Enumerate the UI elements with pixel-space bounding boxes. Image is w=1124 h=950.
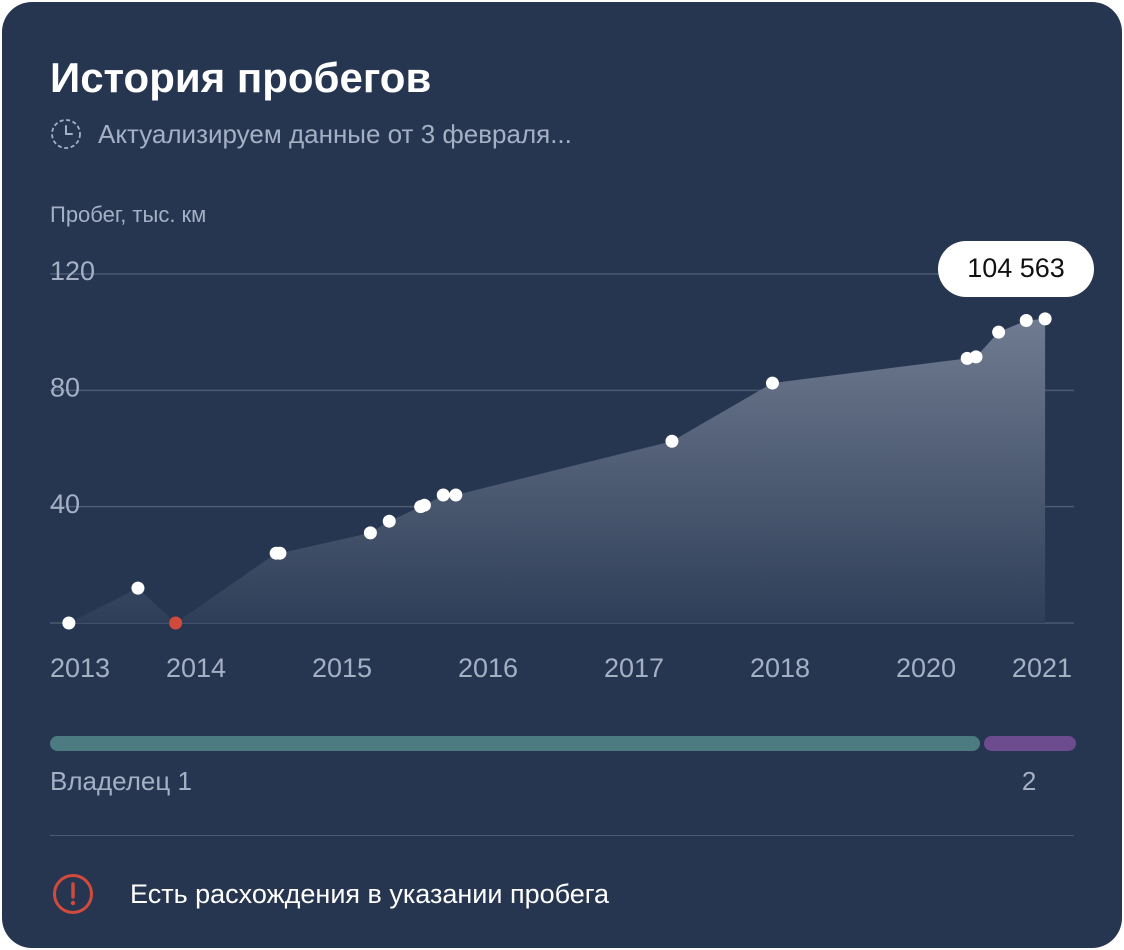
clock-icon <box>51 119 81 149</box>
owner-period-bar[interactable] <box>983 736 1076 751</box>
y-axis-label: Пробег, тыс. км <box>50 202 207 227</box>
warning-text: Есть расхождения в указании пробега <box>130 878 610 909</box>
warning-circle-icon <box>53 874 93 914</box>
update-status-text: Актуализируем данные от 3 февраля... <box>98 118 572 149</box>
owner-label: Владелец 1 <box>50 766 192 796</box>
card-title: История пробегов <box>50 54 432 101</box>
divider <box>50 835 1074 836</box>
owner-label: 2 <box>1021 766 1037 796</box>
mileage-warning[interactable]: Есть расхождения в указании пробега <box>52 873 609 915</box>
update-status: Актуализируем данные от 3 февраля... <box>50 116 572 152</box>
owner-period-bar[interactable] <box>50 736 980 751</box>
